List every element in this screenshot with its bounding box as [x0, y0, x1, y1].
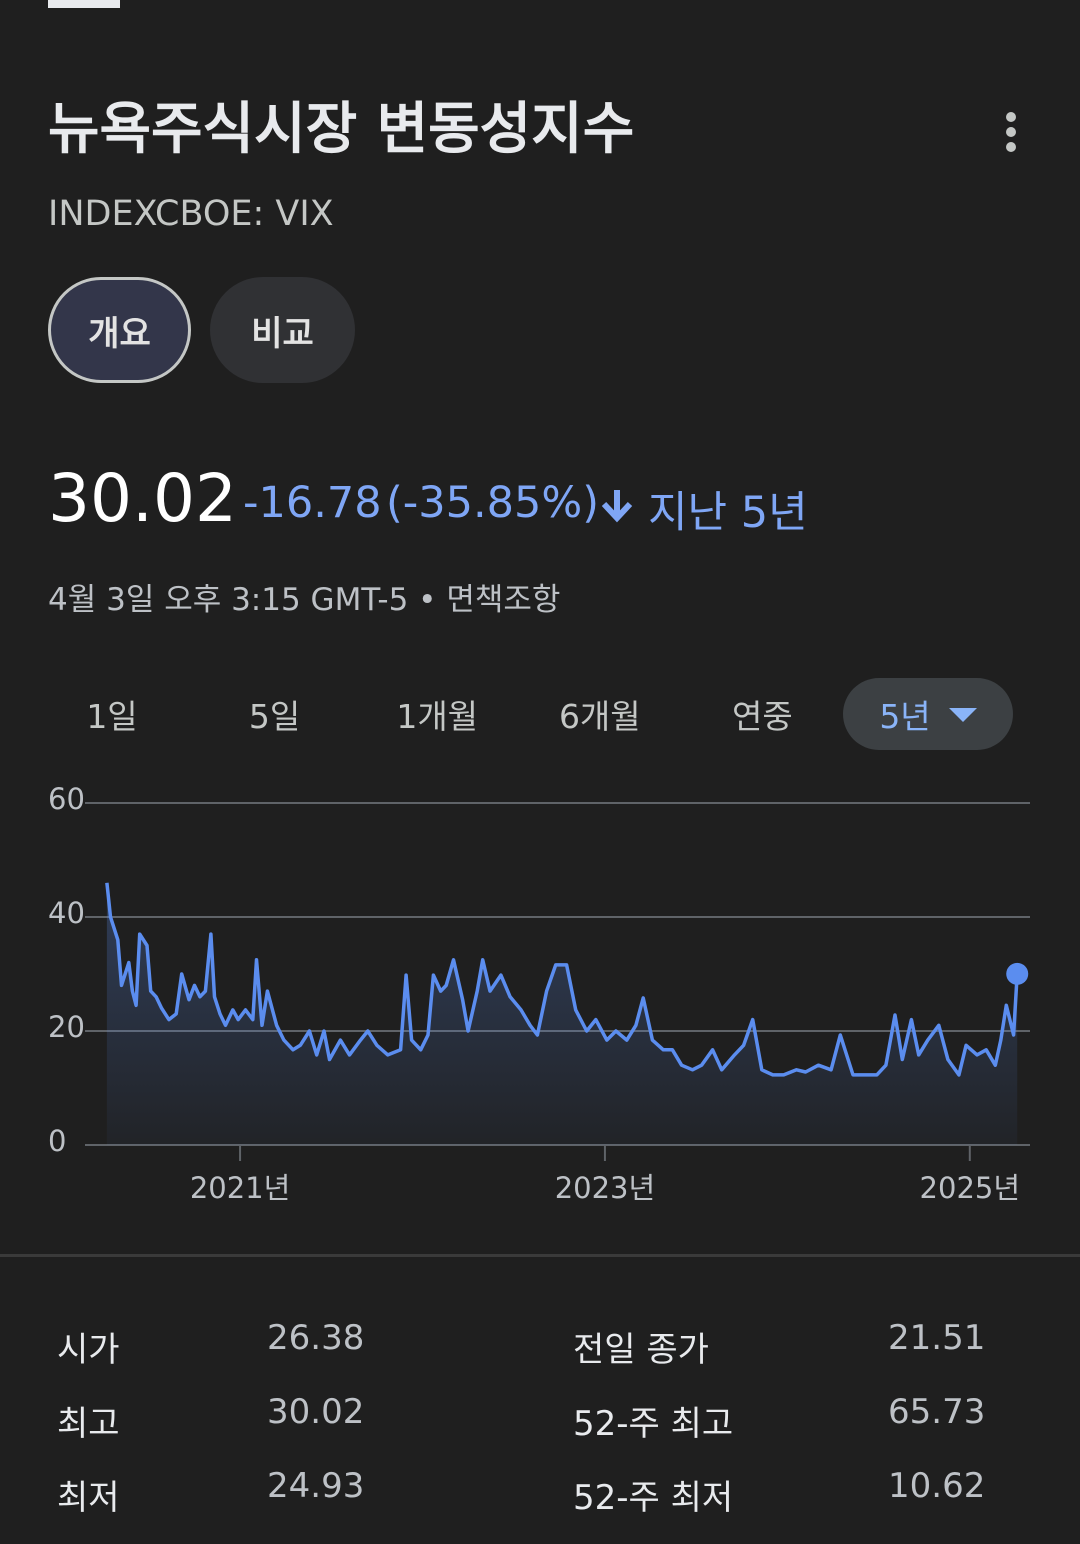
x-tick-label: 2025년	[920, 1171, 1020, 1205]
stat-label: 52-주 최고	[573, 1404, 734, 1444]
stat-value: 10.62	[888, 1466, 986, 1506]
x-tick-label: 2023년	[555, 1171, 655, 1205]
title: 뉴욕주식시장 변동성지수	[48, 97, 635, 162]
stat-value: 65.73	[888, 1392, 986, 1432]
divider	[0, 1254, 1080, 1257]
tab-indicator	[48, 0, 120, 8]
range-label: 5년	[879, 697, 931, 736]
change: -16.78	[243, 478, 382, 528]
stat-label: 전일 종가	[573, 1330, 709, 1370]
y-tick-label: 0	[48, 1124, 66, 1158]
dropdown-icon	[948, 708, 977, 722]
range-tab[interactable]: 1일	[42, 678, 182, 750]
stat-value: 30.02	[267, 1392, 365, 1432]
more-menu[interactable]	[996, 110, 1026, 154]
chart: 0 20 40 60 2021년 2023년 2025년	[48, 782, 1030, 1205]
stat-label: 최고	[57, 1404, 120, 1444]
change-percent: (-35.85%)	[386, 478, 600, 528]
stat-label: 시가	[57, 1330, 120, 1370]
stat-label: 최저	[57, 1478, 120, 1518]
range-label: 5일	[248, 697, 301, 736]
range-tab[interactable]: 연중	[692, 678, 832, 750]
range-label: 연중	[732, 697, 793, 736]
period: 지난 5년	[648, 488, 808, 538]
stat-value: 21.51	[888, 1318, 986, 1358]
down-arrow	[601, 490, 633, 523]
disclaimer[interactable]: 면책조항	[446, 582, 561, 618]
tab[interactable]: 개요	[48, 277, 191, 383]
range-label: 6개월	[558, 697, 641, 736]
y-tick-label: 60	[48, 782, 85, 816]
stat-value: 24.93	[267, 1466, 365, 1506]
range-tab[interactable]: 5일	[205, 678, 345, 750]
ticker: INDEXCBOE: VIX	[48, 194, 334, 234]
timestamp-line: 4월 3일 오후 3:15 GMT-5 • 면책조항	[48, 582, 561, 618]
y-tick-label: 40	[48, 896, 85, 930]
range-tab[interactable]: 5년	[843, 678, 1013, 750]
range-tab[interactable]: 6개월	[530, 678, 670, 750]
end-point	[1006, 962, 1029, 985]
stat-value: 26.38	[267, 1318, 365, 1358]
timestamp: 4월 3일 오후 3:15 GMT-5	[48, 582, 409, 618]
stat-label: 52-주 최저	[573, 1478, 734, 1518]
x-tick-label: 2021년	[190, 1171, 290, 1205]
y-tick-label: 20	[48, 1010, 85, 1044]
area	[106, 882, 1018, 1145]
line	[105, 882, 1019, 1077]
range-tab[interactable]: 1개월	[367, 678, 507, 750]
range-label: 1일	[86, 697, 138, 736]
range-label: 1개월	[396, 697, 479, 736]
tab[interactable]: 비교	[210, 277, 355, 383]
price: 30.02	[48, 460, 237, 537]
